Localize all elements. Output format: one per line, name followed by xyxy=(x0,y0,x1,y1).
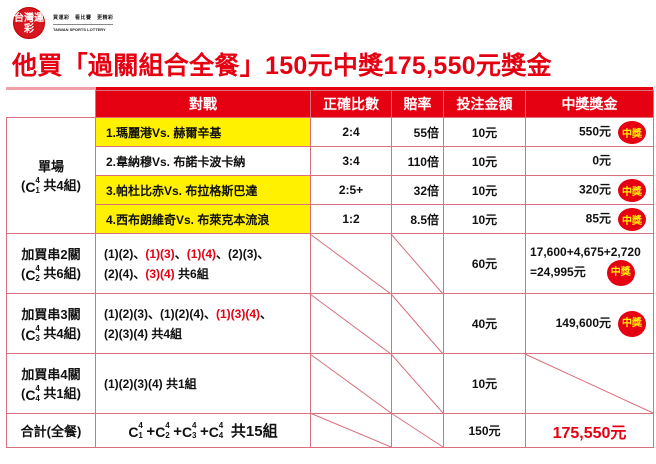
parlay-score-empty xyxy=(310,233,392,294)
stake: 10元 xyxy=(443,204,526,234)
odds: 55倍 xyxy=(391,117,444,147)
title-divider xyxy=(96,87,653,90)
parlay-combinations: (1)(2)(3)、(1)(2)(4)、(1)(3)(4)、 (2)(3)(4) … xyxy=(95,293,311,354)
parlay-label: 加買串4關 xyxy=(21,367,81,383)
total-prize: 175,550元 xyxy=(525,413,654,448)
match-row: 2.韋納穆Vs. 布諾卡波卡納 3:4 110倍 10元 0元中獎 xyxy=(7,146,654,176)
parlay-prize: 17,600+4,675+2,720 =24,995元 中獎 xyxy=(525,233,654,294)
correct-score: 3:4 xyxy=(310,146,392,176)
total-label: 合計(全餐) xyxy=(6,413,96,448)
total-stake: 150元 xyxy=(443,413,526,448)
correct-score: 2:5+ xyxy=(310,175,392,205)
correct-score: 2:4 xyxy=(310,117,392,147)
stake: 10元 xyxy=(443,117,526,147)
prize: 85元 中獎 xyxy=(525,204,654,234)
odds: 110倍 xyxy=(391,146,444,176)
parlay-label-cell: 加買串2關(C 4 2 共6組) xyxy=(6,233,96,294)
title-divider-left xyxy=(6,87,96,90)
header-score: 正確比數 xyxy=(310,90,392,118)
odds: 32倍 xyxy=(391,175,444,205)
logo-slogan: 買運彩 看比賽 更精彩 xyxy=(53,15,114,21)
parlay-odds-empty xyxy=(391,233,444,294)
stake: 10元 xyxy=(443,146,526,176)
prize: 320元 中獎 xyxy=(525,175,654,205)
odds: 8.5倍 xyxy=(391,204,444,234)
correct-score: 1:2 xyxy=(310,204,392,234)
logo-text: 台灣運彩 xyxy=(14,13,44,35)
parlay-row: 加買串2關(C 4 2 共6組) (1)(2)、(1)(3)、(1)(4)、(2)(3… xyxy=(6,233,654,294)
parlay-stake: 10元 xyxy=(443,353,526,414)
bet-table: 對戰 正確比數 賠率 投注金額 中獎獎金 單場(C 4 1 共4組) 1.瑪麗港Vs. … xyxy=(6,90,654,448)
parlay-label: 加買串2關 xyxy=(21,247,81,263)
taiwan-sports-lottery-logo: 台灣運彩 xyxy=(13,7,45,39)
parlay-odds-empty xyxy=(391,353,444,414)
header-match: 對戰 xyxy=(95,90,311,118)
single-label-cell: 單場(C 4 1 共4組) xyxy=(6,117,96,234)
match-name: 2.韋納穆Vs. 布諾卡波卡納 xyxy=(95,146,311,176)
parlay-row: 加買串3關(C 4 3 共4組) (1)(2)(3)、(1)(2)(4)、(1)(3)… xyxy=(6,293,654,354)
winner-badge: 中獎 xyxy=(619,121,645,143)
total-row: 合計(全餐) C 4 1 + C 4 2 + C 4 3 + C 4 4 共15組 150元 175,550… xyxy=(6,413,654,448)
match-row: 4.西布朗維奇Vs. 布萊克本流浪 1:2 8.5倍 10元 85元 中獎 xyxy=(7,204,654,234)
parlay-stake: 40元 xyxy=(443,293,526,354)
parlay-label: 加買串3關 xyxy=(21,307,81,323)
parlay-stake: 60元 xyxy=(443,233,526,294)
header-odds: 賠率 xyxy=(391,90,444,118)
winner-badge: 中獎 xyxy=(619,208,645,230)
parlay-label-cell: 加買串3關(C 4 3 共4組) xyxy=(6,293,96,354)
match-row: 3.帕杜比赤Vs. 布拉格斯巴達 2:5+ 32倍 10元 320元 中獎 xyxy=(7,175,654,205)
parlay-combinations: (1)(2)(3)(4) 共1組 xyxy=(95,353,311,414)
winner-badge: 中獎 xyxy=(607,260,634,285)
table-header-row: 對戰 正確比數 賠率 投注金額 中獎獎金 xyxy=(6,90,654,118)
match-row: 單場(C 4 1 共4組) 1.瑪麗港Vs. 赫爾辛基 2:4 55倍 10元 550元… xyxy=(6,117,654,234)
match-name: 4.西布朗維奇Vs. 布萊克本流浪 xyxy=(95,204,311,234)
parlay-score-empty xyxy=(310,353,392,414)
parlay-combinations: (1)(2)、(1)(3)、(1)(4)、(2)(3)、 (2)(4)、(3)(4… xyxy=(95,233,311,294)
winner-badge: 中獎 xyxy=(619,311,645,336)
stake: 10元 xyxy=(443,175,526,205)
winner-badge: 中獎 xyxy=(619,179,645,201)
parlay-row: 加買串4關(C 4 4 共1組) (1)(2)(3)(4) 共1組 10元 xyxy=(6,353,654,414)
single-combo: (C 4 1 共4組) xyxy=(21,175,81,195)
prize: 550元 中獎 xyxy=(525,117,654,147)
total-odds-empty xyxy=(391,413,444,448)
match-name: 3.帕杜比赤Vs. 布拉格斯巴達 xyxy=(95,175,311,205)
header-blank xyxy=(6,90,96,118)
header-stake: 投注金額 xyxy=(443,90,526,118)
single-label: 單場 xyxy=(37,159,64,175)
parlay-score-empty xyxy=(310,293,392,354)
parlay-prize: 149,600元 中獎 xyxy=(525,293,654,354)
parlay-label-cell: 加買串4關(C 4 4 共1組) xyxy=(6,353,96,414)
prize: 0元中獎 xyxy=(525,146,654,176)
parlay-prize xyxy=(525,353,654,414)
total-score-empty xyxy=(310,413,392,448)
match-name: 1.瑪麗港Vs. 赫爾辛基 xyxy=(95,117,311,147)
parlay-odds-empty xyxy=(391,293,444,354)
logo-brand: TAIWAN SPORTS LOTTERY xyxy=(53,24,113,32)
total-formula: C 4 1 + C 4 2 + C 4 3 + C 4 4 共15組 xyxy=(95,413,311,448)
page-title: 他買「過關組合全餐」150元中獎175,550元獎金 xyxy=(12,52,552,80)
header-prize: 中獎獎金 xyxy=(525,90,654,118)
